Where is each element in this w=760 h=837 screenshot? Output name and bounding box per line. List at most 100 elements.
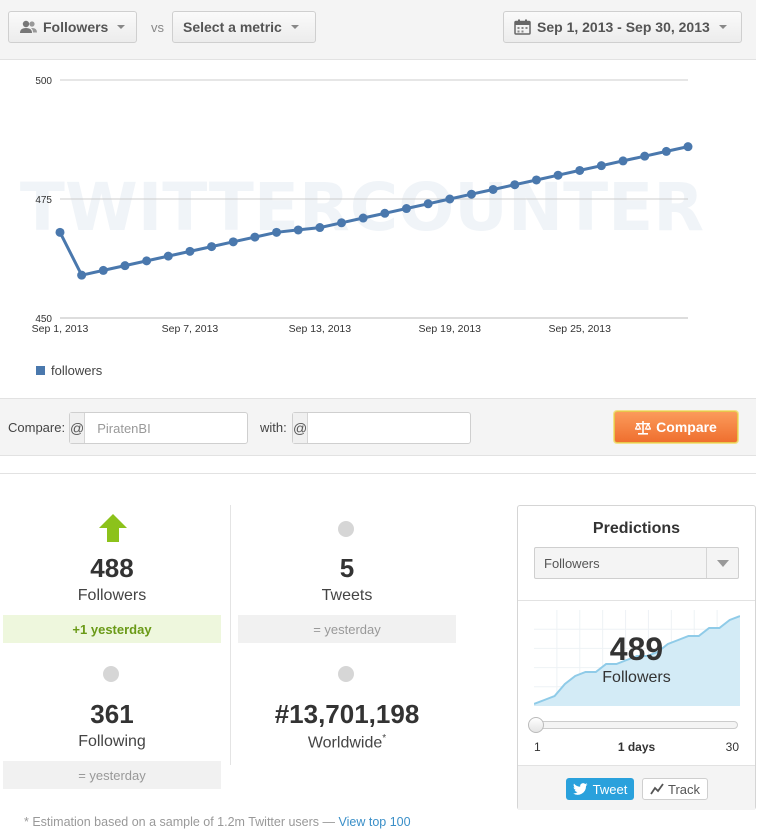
data-point[interactable] [272,227,282,237]
worldwide-label: Worldwide [307,734,383,752]
data-point[interactable] [163,251,173,261]
data-point[interactable] [337,218,347,228]
data-point[interactable] [488,184,498,194]
sparkline-line [534,615,740,705]
followers-chart: TWITTERCOUNTER 450 475 500 Sep 1, 2013 Sep … [0,60,756,398]
data-point[interactable] [185,246,195,256]
predictions-title: Predictions [592,520,681,537]
calendar-icon [514,19,531,35]
data-point[interactable] [423,199,433,209]
data-point[interactable] [466,189,476,199]
compare-button[interactable]: Compare [614,411,738,443]
worldwide-label-wrap: Worldwide* [238,733,456,752]
stats-divider [230,505,231,765]
compare-button-label: Compare [656,419,717,435]
days-slider[interactable] [534,721,738,729]
tweets-label: Tweets [321,587,373,604]
predictions-separator [518,600,755,601]
data-point[interactable] [142,256,152,266]
compare-first-user: @ [69,412,274,444]
first-user-input[interactable] [85,413,274,443]
arrow-up-icon [99,514,127,542]
prediction-metric-select[interactable]: Followers [534,547,739,579]
compare-second-user: @ [292,412,497,444]
data-point[interactable] [531,175,541,185]
watermark: TWITTERCOUNTER [20,169,704,246]
data-point[interactable] [120,261,130,271]
with-label: with: [260,420,287,435]
chevron-down-icon [706,548,738,578]
tweets-stat: 5 Tweets [238,553,456,605]
second-user-input[interactable] [308,413,497,443]
data-point[interactable] [510,180,520,190]
twitter-bird-icon [572,783,588,795]
prediction-value: 489 [609,631,664,667]
data-point[interactable] [98,265,108,275]
tweet-button-label: Tweet [592,781,628,797]
footnote: * Estimation based on a sample of 1.2m T… [24,815,411,829]
data-point[interactable] [77,270,87,280]
data-point[interactable] [55,227,65,237]
view-top-100-link[interactable]: View top 100 [338,815,411,829]
prediction-sparkline [534,610,740,706]
slider-min: 1 [534,740,541,754]
x-tick-label: Sep 25, 2013 [548,323,611,335]
metric-dropdown[interactable]: Followers [8,11,137,43]
data-point[interactable] [640,151,650,161]
data-point[interactable] [553,170,563,180]
data-point[interactable] [445,194,455,204]
followers-label: Followers [77,587,147,604]
section-divider [0,473,756,474]
following-count: 361 [90,699,134,729]
data-point[interactable] [575,165,585,175]
data-point[interactable] [207,242,217,252]
predictions-panel: Predictions Followers 489 Followers 1 1 … [517,505,756,810]
data-point[interactable] [315,223,325,233]
data-point[interactable] [358,213,368,223]
neutral-dot-icon [103,666,119,682]
data-point[interactable] [401,204,411,214]
compare-metric-dropdown[interactable]: Select a metric [172,11,316,43]
x-tick-label: Sep 19, 2013 [419,323,482,335]
tweets-count: 5 [339,553,355,583]
slider-max: 30 [725,740,739,754]
scale-icon [635,420,652,435]
data-point[interactable] [293,225,303,235]
y-tick-label: 450 [35,314,52,325]
trend-icon [650,783,664,795]
x-tick-label: Sep 13, 2013 [289,323,352,335]
x-tick-label: Sep 7, 2013 [162,323,219,335]
data-point[interactable] [683,142,693,152]
track-button-label: Track [667,781,701,797]
data-point[interactable] [250,232,260,242]
prediction-metric-value: Followers [544,556,600,571]
footnote-text: * Estimation based on a sample of 1.2m T… [24,815,339,829]
slider-handle[interactable] [528,717,544,733]
y-tick-label: 500 [35,76,52,87]
data-point[interactable] [228,237,238,247]
compare-label: Compare: [8,420,66,435]
top-toolbar: Followers vs Select a metric Sep 1, 2013… [0,0,756,60]
chevron-down-icon [117,25,126,29]
worldwide-asterisk: * [382,733,387,744]
following-stat: 361 Following [3,699,221,751]
followers-count: 488 [90,553,134,583]
following-label: Following [78,733,146,750]
data-point[interactable] [380,208,390,218]
worldwide-rank: #13,701,198 [274,699,420,729]
data-point[interactable] [596,161,606,171]
legend-label: followers [51,363,103,378]
following-change: = yesterday [3,761,221,789]
predictions-footer: Tweet Track [518,765,755,810]
chart-legend: followers [36,363,102,378]
prediction-label: Followers [602,669,671,686]
tweets-change: = yesterday [238,615,456,643]
data-point[interactable] [661,146,671,156]
slider-value: 1 days [617,740,656,754]
date-range-picker[interactable]: Sep 1, 2013 - Sep 30, 2013 [503,11,742,43]
track-button[interactable]: Track [642,778,708,800]
chevron-down-icon [290,25,299,29]
chevron-down-icon [718,25,727,29]
tweet-button[interactable]: Tweet [566,778,634,800]
data-point[interactable] [618,156,628,166]
